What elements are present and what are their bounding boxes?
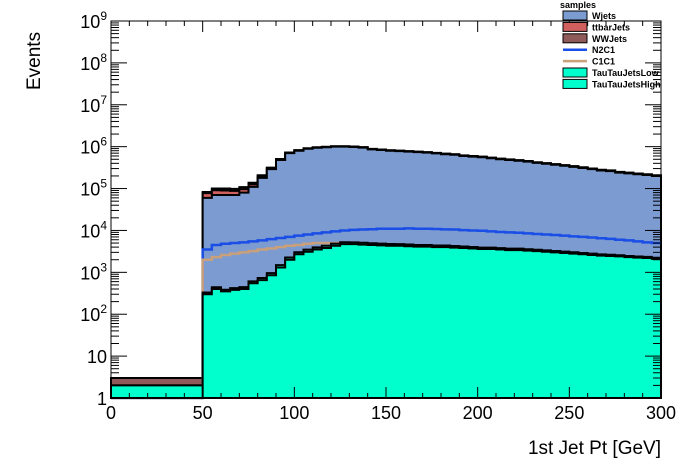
x-tick-label: 150: [371, 403, 401, 423]
legend-label-wwjets: WWJets: [592, 34, 627, 44]
y-tick-label: 108: [80, 51, 107, 74]
y-tick-label: 103: [80, 260, 107, 283]
overlay-n2c1: [111, 227, 661, 400]
y-tick-label: 10: [87, 347, 107, 367]
x-tick-label: 0: [106, 403, 116, 423]
y-tick-label: 105: [80, 177, 107, 200]
y-tick-label: 1: [97, 389, 107, 409]
y-tick-label: 107: [80, 93, 107, 116]
y-tick-label: 109: [80, 9, 107, 32]
legend-label-tautaujetslow: TauTauJetsLow: [592, 68, 660, 78]
x-tick-label: 200: [463, 403, 493, 423]
legend-swatch-wjets: [562, 10, 588, 21]
x-tick-label: 100: [279, 403, 309, 423]
legend-label-wjets: Wjets: [592, 11, 616, 21]
legend-label-tautaujetshigh: TauTauJetsHigh: [592, 79, 661, 89]
series-tautaujetslow: [111, 243, 662, 399]
legend-swatch-tautaujetslow: [562, 67, 588, 78]
legend: samples WjetsttbarJetsWWJetsN2C1C1C1TauT…: [560, 0, 661, 89]
legend-title: samples: [560, 0, 596, 10]
legend-swatch-wwjets: [562, 33, 588, 44]
y-tick-label: 104: [80, 218, 107, 241]
legend-label-ttbarjets: ttbarJets: [592, 22, 630, 32]
legend-label-c1c1: C1C1: [592, 57, 615, 67]
y-tick-label: 102: [80, 302, 107, 325]
x-tick-label: 300: [646, 403, 676, 423]
legend-label-n2c1: N2C1: [592, 45, 615, 55]
y-axis-title: Events: [24, 32, 45, 90]
data-layer: [110, 145, 662, 400]
x-tick-label: 50: [193, 403, 213, 423]
legend-swatch-tautaujetshigh: [562, 78, 588, 89]
y-tick-label: 106: [80, 135, 107, 158]
x-tick-label: 250: [554, 403, 584, 423]
x-axis-title: 1st Jet Pt [GeV]: [528, 438, 661, 459]
legend-swatch-ttbarjets: [562, 21, 588, 32]
axis-ticks: 0 50 100 150 200 250 300 1 10 102 103 104 105 106 107 1…: [80, 9, 676, 423]
